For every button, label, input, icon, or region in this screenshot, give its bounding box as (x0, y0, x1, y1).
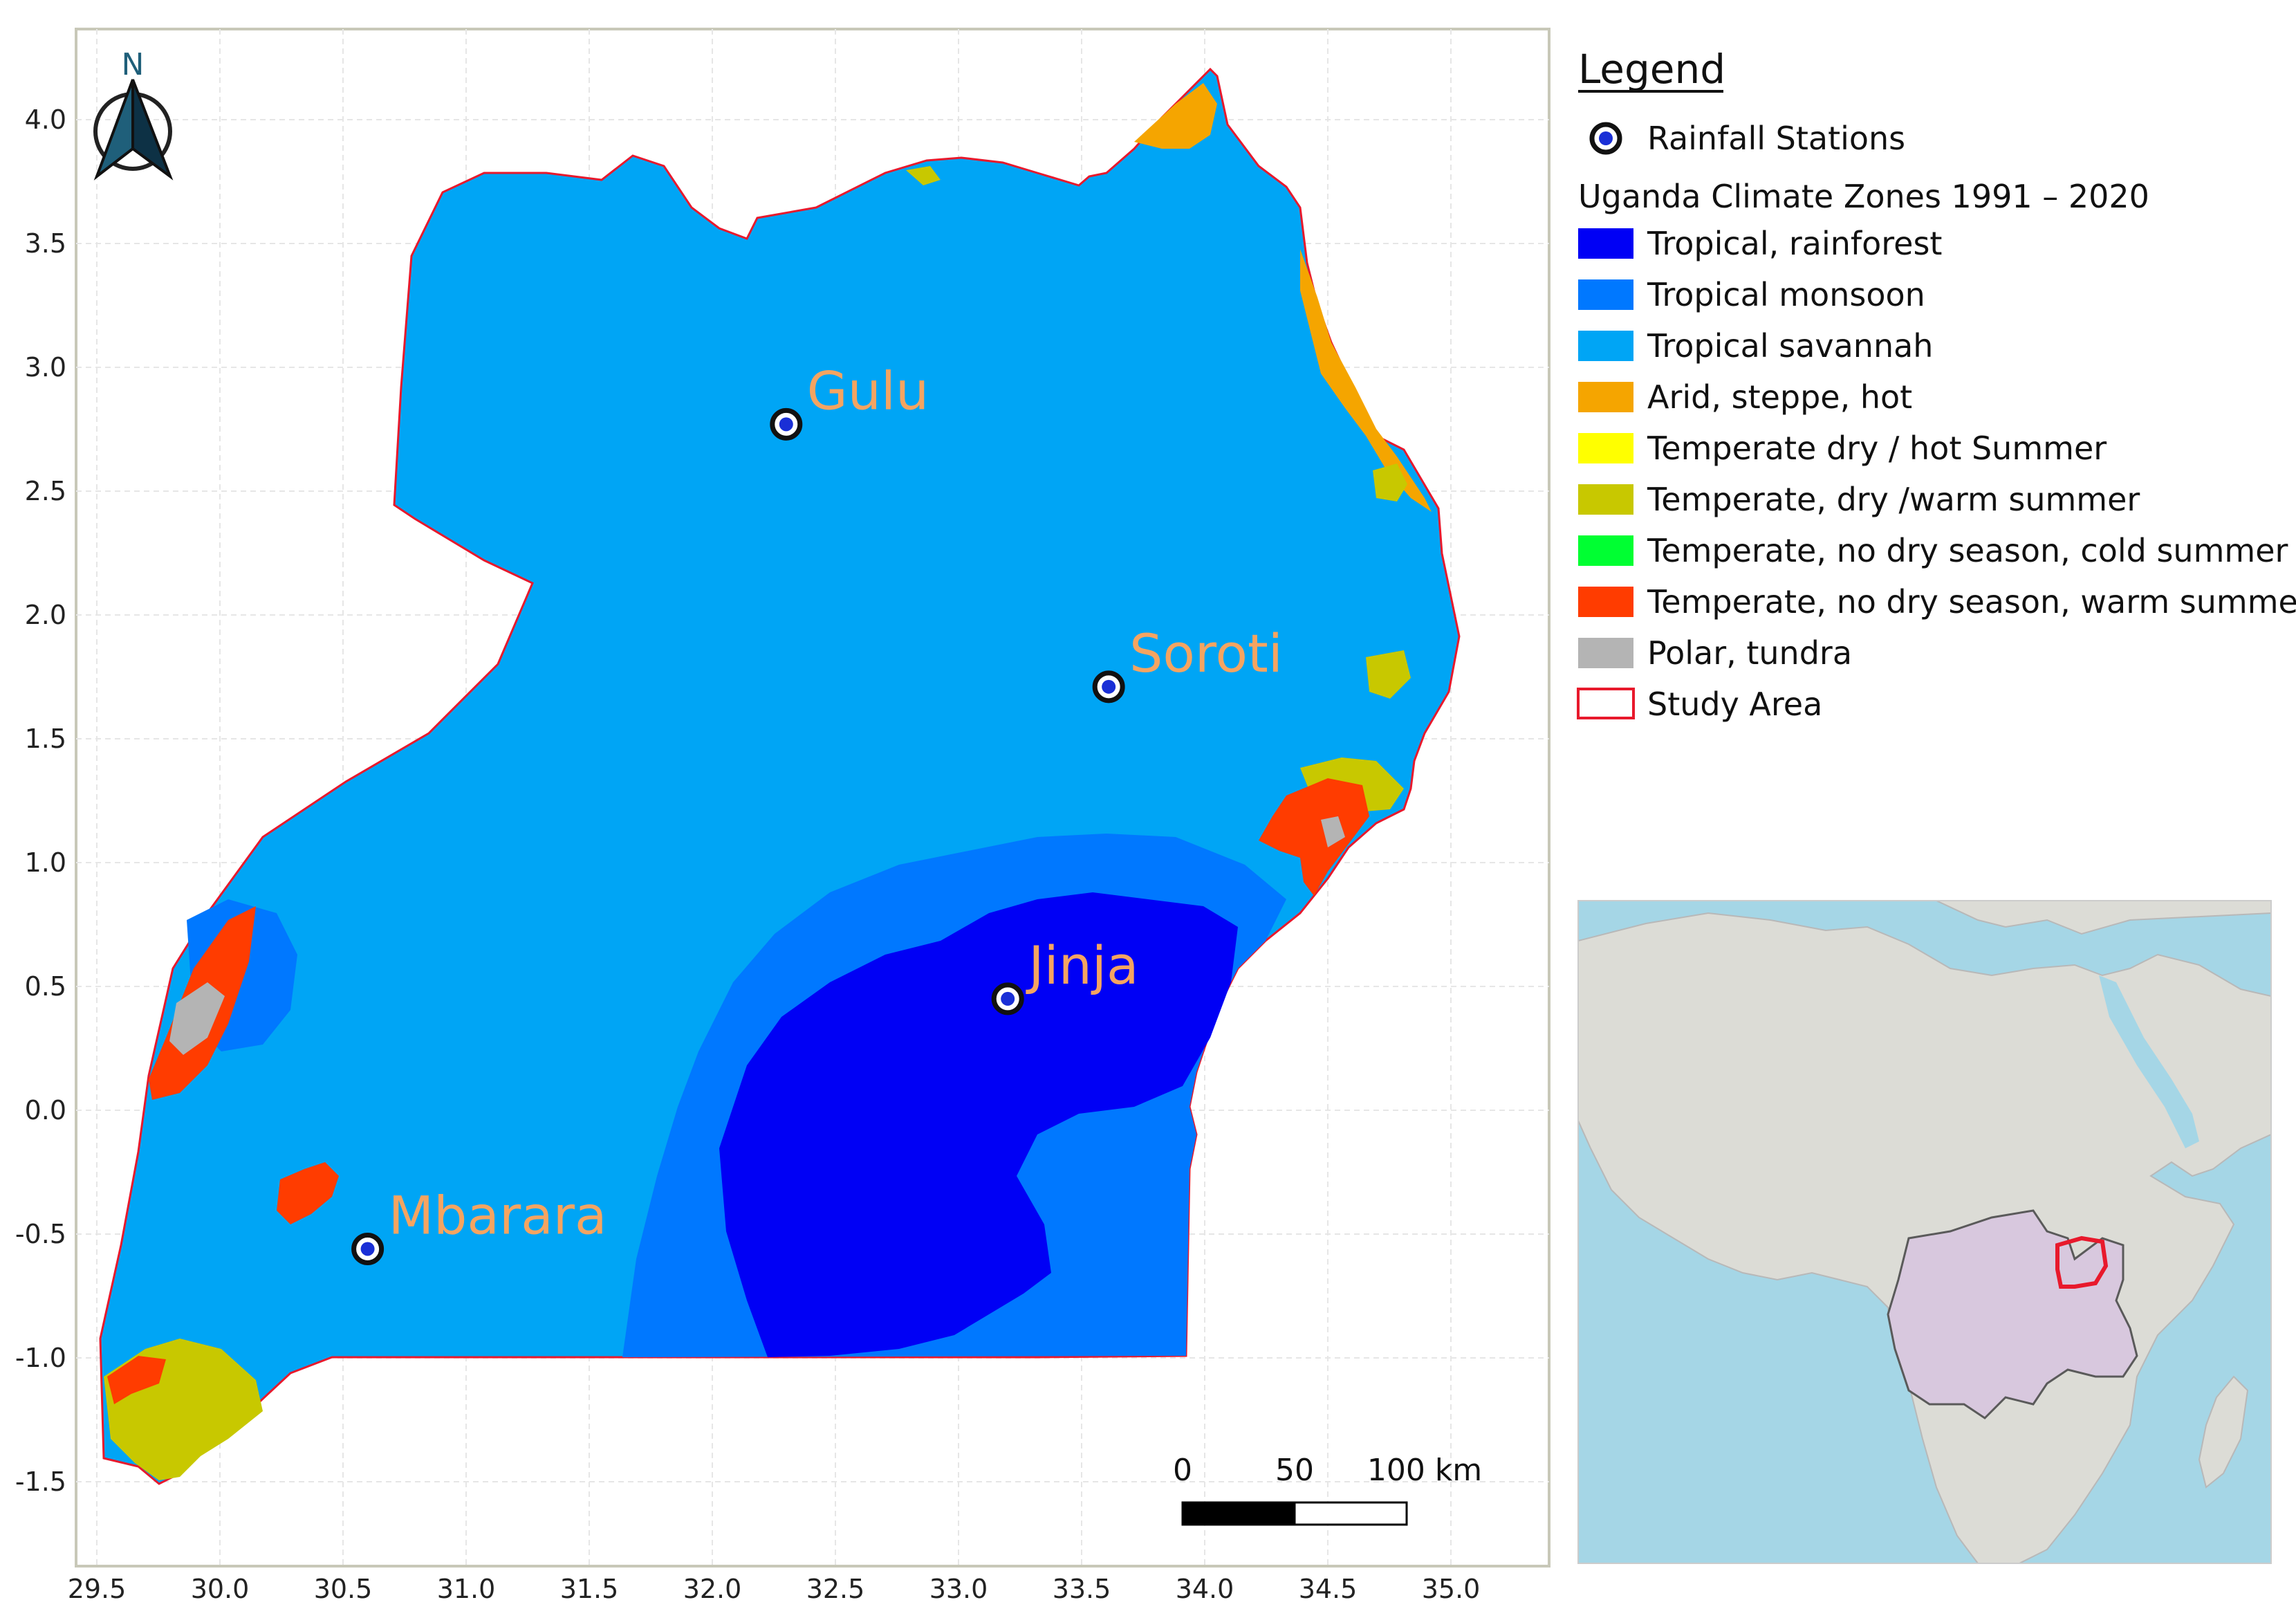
station-marker: Soroti (1092, 623, 1283, 704)
legend-item-label: Temperate dry / hot Summer (1647, 430, 2107, 467)
arid-steppe-zone-2 (1300, 249, 1432, 512)
legend-swatch (1578, 484, 1633, 515)
legend-swatch (1578, 331, 1633, 361)
tropical-rainforest-zone (719, 892, 1238, 1357)
y-tick-label: -0.5 (15, 1219, 66, 1249)
legend-swatch (1578, 382, 1633, 412)
station-dot (1102, 679, 1116, 694)
main-map: N Gulu Soroti Jinja Mbarara 0 50 100 km 29.… (15, 28, 1550, 1604)
inset-highlighted-countries (1887, 1209, 2138, 1419)
inset-study-area (2055, 1235, 2109, 1289)
legend-study-area-label: Study Area (1647, 686, 1822, 723)
x-tick-label: 34.5 (1299, 1574, 1358, 1604)
legend-swatch (1578, 433, 1633, 463)
x-tick-label: 33.0 (929, 1574, 988, 1604)
y-tick-label: 4.0 (25, 104, 66, 135)
temperate-warm-summer-elgon (1259, 778, 1369, 896)
y-tick-label: -1.0 (15, 1343, 66, 1373)
legend-station-symbol (1589, 122, 1622, 155)
legend-stations-label: Rainfall Stations (1647, 120, 1905, 157)
y-tick-label: 3.5 (25, 228, 66, 259)
station-label: Jinja (1026, 935, 1138, 996)
inset-madagascar (2198, 1375, 2249, 1489)
scale-bar-white-segment (1293, 1501, 1408, 1526)
y-tick-label: -1.5 (15, 1467, 66, 1497)
inset-frame (1577, 900, 2272, 1564)
scale-bar: 0 50 100 km (1173, 1453, 1482, 1526)
legend-item-label: Temperate, dry /warm summer (1647, 481, 2140, 518)
station-label: Gulu (807, 360, 929, 421)
temperate-dry-warm-zone-ne (1373, 463, 1407, 502)
polar-tundra-elgon (1321, 816, 1345, 847)
x-tick-label: 29.5 (68, 1574, 127, 1604)
y-tick-label: 1.0 (25, 847, 66, 878)
x-tick-label: 34.0 (1176, 1574, 1234, 1604)
station-marker: Mbarara (351, 1184, 607, 1265)
legend-swatch (1578, 228, 1633, 259)
x-tick-label: 30.5 (314, 1574, 373, 1604)
y-tick-label: 2.0 (25, 600, 66, 630)
temperate-warm-summer-mbarara (277, 1162, 339, 1224)
y-tick-label: 0.5 (25, 971, 66, 1002)
y-axis-ticks: 4.0 3.5 3.0 2.5 2.0 1.5 1.0 0.5 0.0 -0.5 -1.0 -1.5 (15, 104, 66, 1497)
polar-tundra-rwenzori (169, 982, 225, 1055)
station-marker: Jinja (991, 935, 1139, 1015)
legend-study-area-swatch (1577, 688, 1635, 719)
legend-item-label: Temperate, no dry season, warm summer (1647, 583, 2296, 620)
station-marker: Gulu (770, 360, 929, 441)
station-dot (779, 417, 793, 432)
x-tick-label: 31.0 (437, 1574, 496, 1604)
legend-item-label: Polar, tundra (1647, 634, 1852, 672)
scale-bar-black-segment (1181, 1501, 1296, 1526)
y-tick-label: 2.5 (25, 476, 66, 506)
legend-zone-items: Tropical, rainforest Tropical monsoon Trop… (1578, 225, 2296, 672)
inset-red-sea (2099, 975, 2199, 1148)
y-tick-label: 1.5 (25, 724, 66, 754)
legend-item-label: Temperate, no dry season, cold summer (1647, 532, 2288, 569)
legend-swatch (1578, 638, 1633, 668)
scale-label-100: 100 km (1367, 1453, 1482, 1488)
scale-label-50: 50 (1275, 1453, 1314, 1488)
temperate-dry-warm-zone-e (1366, 650, 1411, 699)
station-dot (360, 1242, 375, 1256)
inset-locator-map (1578, 901, 2271, 1563)
arid-steppe-zone (1134, 83, 1217, 149)
x-tick-label: 31.5 (560, 1574, 619, 1604)
legend-item-label: Arid, steppe, hot (1647, 378, 1912, 416)
legend-zones-title: Uganda Climate Zones 1991 – 2020 (1578, 178, 2149, 215)
legend: Legend Rainfall Stations Uganda Climate … (1577, 46, 2296, 723)
inset-europe-land (1578, 901, 2271, 935)
legend-title: Legend (1578, 46, 1725, 93)
legend-item-label: Tropical monsoon (1647, 276, 1925, 313)
legend-item-label: Tropical, rainforest (1647, 225, 1942, 262)
y-tick-label: 0.0 (25, 1095, 66, 1125)
temperate-warm-summer-sw (107, 1356, 166, 1404)
legend-swatch (1578, 587, 1633, 617)
x-tick-label: 33.5 (1053, 1574, 1111, 1604)
x-tick-label: 35.0 (1422, 1574, 1481, 1604)
x-tick-label: 32.5 (806, 1574, 865, 1604)
y-tick-label: 3.0 (25, 352, 66, 383)
legend-swatch (1578, 279, 1633, 310)
climate-zone-layer (99, 67, 1461, 1485)
north-arrow-icon: N (93, 47, 174, 181)
station-dot (1001, 991, 1015, 1006)
legend-item-label: Tropical savannah (1647, 327, 1933, 365)
station-label: Mbarara (389, 1184, 607, 1246)
north-label: N (122, 47, 145, 82)
station-label: Soroti (1129, 623, 1283, 684)
temperate-dry-warm-zone-nw (906, 166, 941, 185)
rainfall-stations: Gulu Soroti Jinja Mbarara (351, 360, 1283, 1265)
scale-label-0: 0 (1173, 1453, 1192, 1488)
legend-swatch (1578, 535, 1633, 566)
x-tick-label: 32.0 (683, 1574, 742, 1604)
x-tick-label: 30.0 (191, 1574, 250, 1604)
x-axis-ticks: 29.5 30.0 30.5 31.0 31.5 32.0 32.5 33.0 33.5 34.0… (68, 1574, 1481, 1604)
